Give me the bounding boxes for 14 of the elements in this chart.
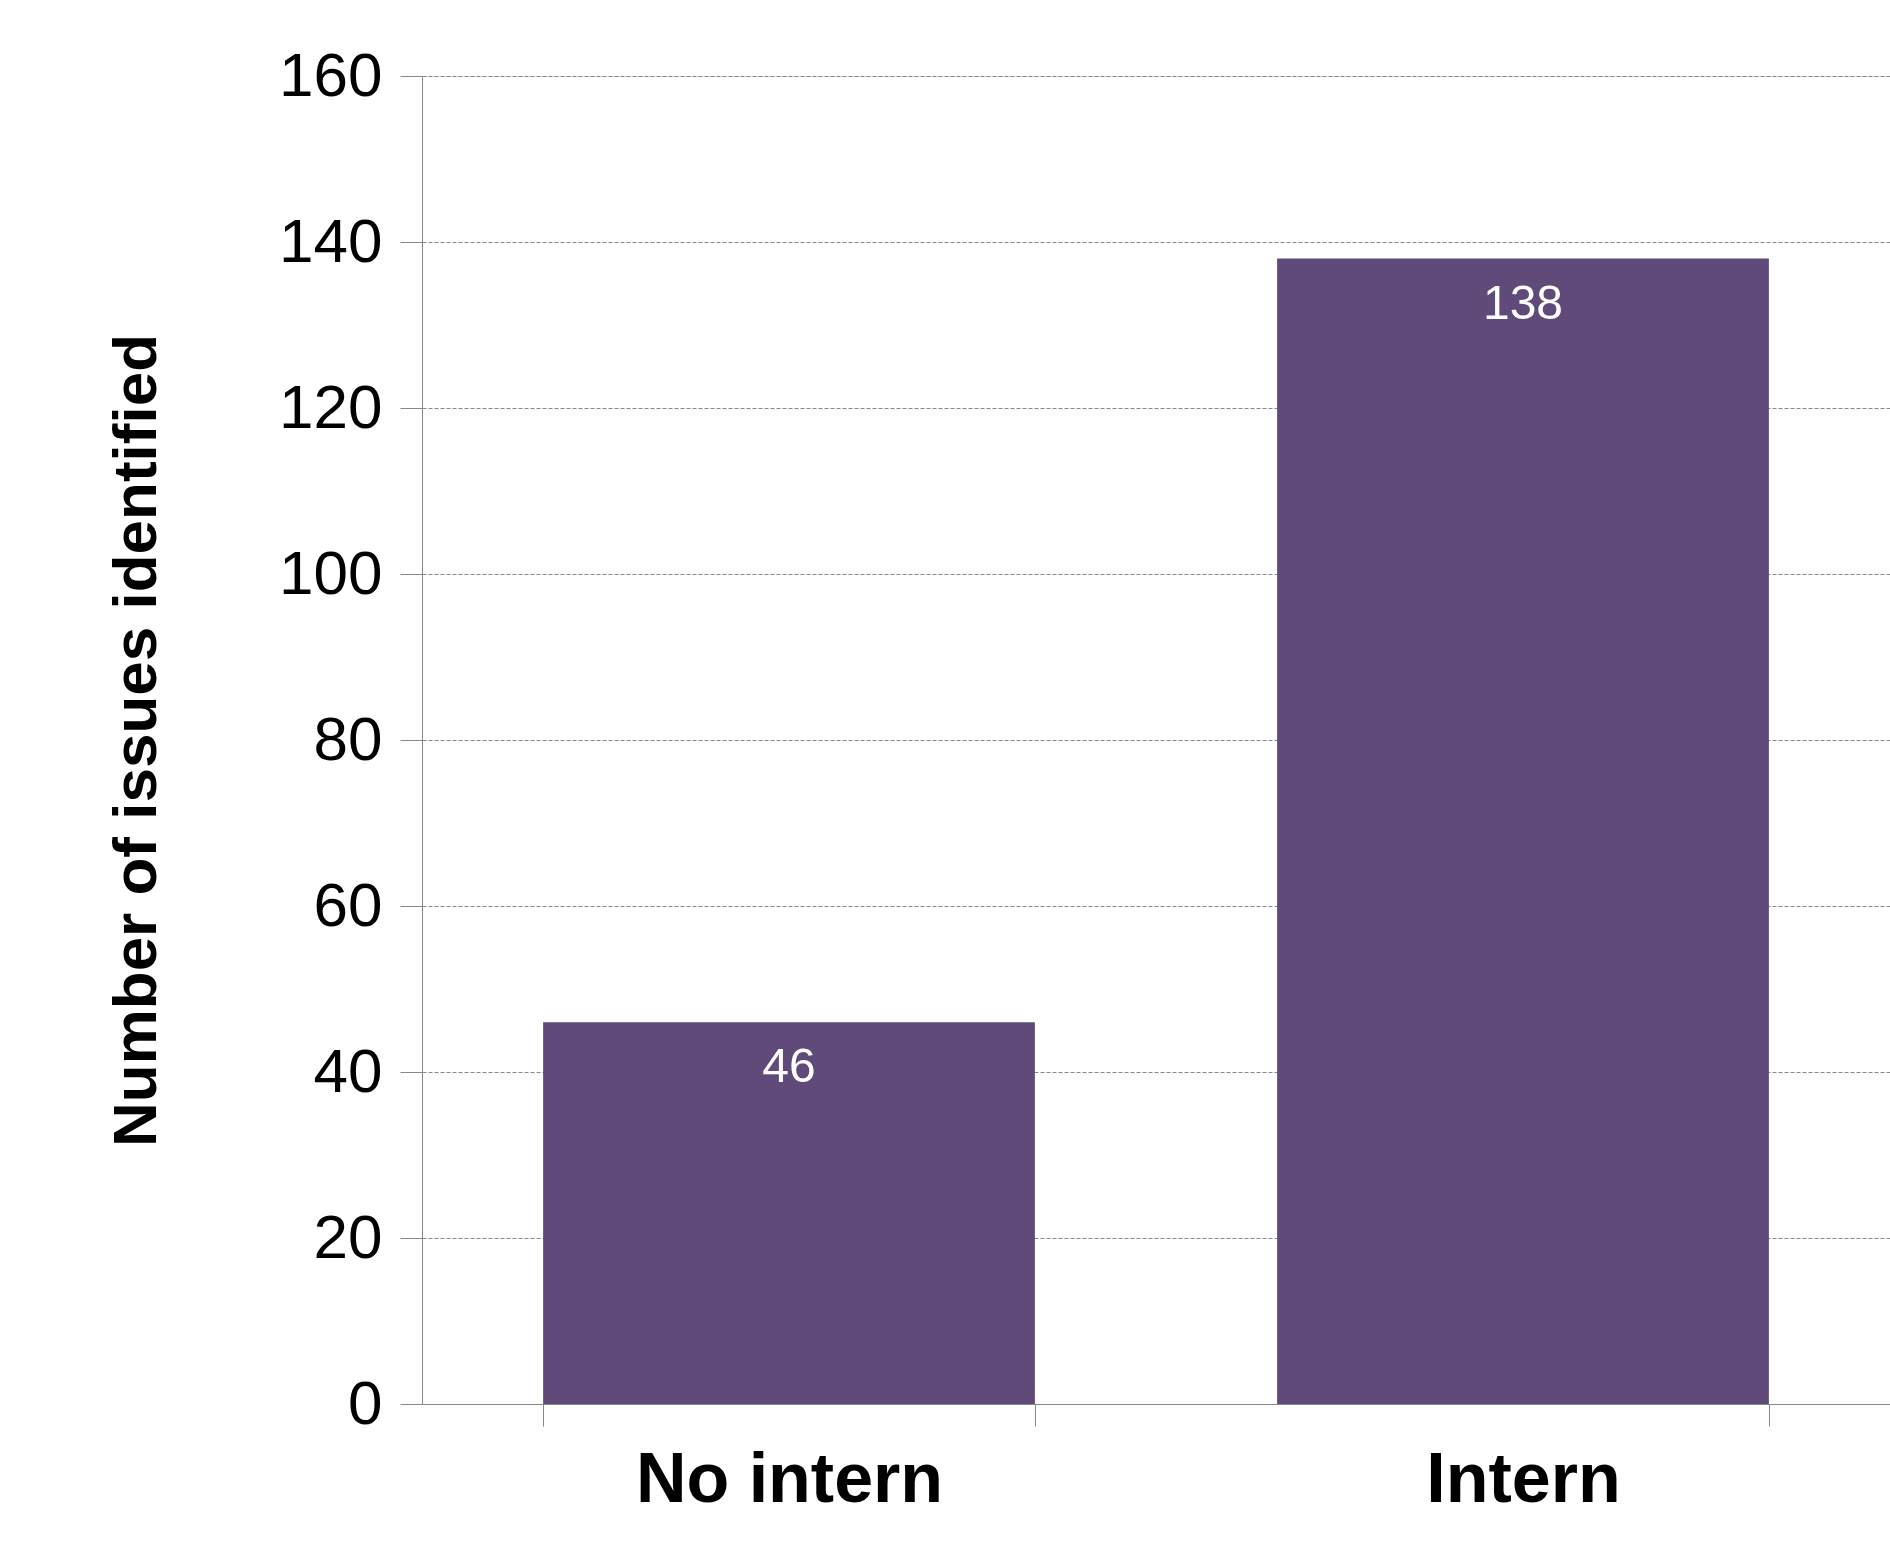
y-tick-label: 20 — [313, 1201, 383, 1271]
y-tick-label: 0 — [348, 1367, 383, 1437]
data-label: 46 — [762, 1039, 816, 1093]
data-label: 138 — [1482, 275, 1564, 329]
y-tick-label: 100 — [279, 537, 383, 607]
y-axis-title: Number of issues identified — [100, 333, 170, 1148]
y-tick-label: 80 — [313, 703, 383, 773]
y-tick-label: 160 — [279, 39, 383, 109]
y-tick-label: 60 — [313, 869, 383, 939]
y-tick-label: 140 — [279, 205, 383, 275]
y-tick-label: 40 — [313, 1035, 383, 1105]
y-tick-label: 120 — [279, 371, 383, 441]
x-tick-label: No intern — [635, 1438, 944, 1517]
x-tick-label: Intern — [1426, 1438, 1621, 1517]
